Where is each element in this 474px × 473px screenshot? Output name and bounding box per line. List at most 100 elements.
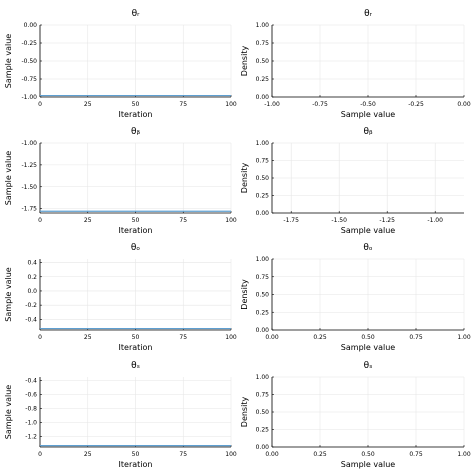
panel-title: θᵦ bbox=[131, 127, 141, 137]
panel-2: -1.00 -0.75 -0.50 -0.25 0.00 0.00 0.25 0.50 0.75… bbox=[240, 9, 471, 119]
y-axis-label: Density bbox=[240, 163, 249, 194]
x-tick-label: 0.75 bbox=[409, 334, 423, 341]
x-axis-label: Iteration bbox=[119, 460, 153, 469]
x-tick-label: 100 bbox=[225, 101, 237, 108]
y-axis-label: Sample value bbox=[4, 267, 13, 321]
x-tick-label: -1.00 bbox=[264, 101, 280, 108]
x-tick-label: -1.50 bbox=[331, 217, 347, 224]
x-tick-label: 0.25 bbox=[313, 451, 327, 458]
y-tick-label: -1.75 bbox=[21, 206, 37, 213]
panel-title: θₒ bbox=[363, 243, 373, 253]
y-tick-label: 0.00 bbox=[256, 444, 270, 451]
y-tick-label: -1.25 bbox=[21, 162, 37, 169]
x-tick-label: -0.50 bbox=[360, 101, 376, 108]
x-tick-label: 75 bbox=[179, 451, 187, 458]
x-tick-label: -1.75 bbox=[283, 217, 299, 224]
x-tick-label: 0.50 bbox=[361, 451, 375, 458]
y-tick-label: 0.25 bbox=[256, 309, 270, 316]
y-tick-label: 0.2 bbox=[27, 274, 37, 281]
y-tick-label: 1.00 bbox=[256, 22, 270, 29]
x-axis-label: Iteration bbox=[119, 226, 153, 235]
panel-title: θₛ bbox=[131, 361, 140, 371]
x-tick-label: 50 bbox=[132, 101, 140, 108]
y-tick-label: 1.00 bbox=[256, 256, 270, 263]
y-tick-label: 0.00 bbox=[24, 22, 38, 29]
y-tick-label: 0.75 bbox=[256, 158, 270, 165]
x-tick-label: 0.75 bbox=[409, 451, 423, 458]
y-tick-label: -0.6 bbox=[25, 392, 37, 399]
y-tick-label: -0.4 bbox=[25, 378, 37, 385]
x-tick-label: 1.00 bbox=[457, 451, 471, 458]
x-tick-label: -1.00 bbox=[427, 217, 443, 224]
x-tick-label: 50 bbox=[132, 334, 140, 341]
panel-4: -1.75 -1.50 -1.25 -1.00 0.00 0.25 0.50 0.75 1.00… bbox=[240, 127, 464, 235]
x-tick-label: 0 bbox=[38, 451, 42, 458]
y-tick-label: 0.0 bbox=[27, 288, 37, 295]
x-tick-label: 25 bbox=[84, 217, 92, 224]
y-tick-label: -1.00 bbox=[21, 94, 37, 101]
x-tick-label: 100 bbox=[225, 334, 237, 341]
panel-3: 0 25 50 75 100 -1.75 -1.50 -1.25 -1.00 θᵦ Iteratio… bbox=[4, 127, 237, 235]
y-tick-label: -1.2 bbox=[25, 434, 37, 441]
x-tick-label: 50 bbox=[132, 217, 140, 224]
x-tick-label: 100 bbox=[225, 451, 237, 458]
x-tick-label: 0.00 bbox=[265, 334, 279, 341]
x-axis-label: Sample value bbox=[341, 226, 395, 235]
x-tick-label: 25 bbox=[84, 334, 92, 341]
panel-1: 0 25 50 75 100 -1.00 -0.75 -0.50 -0.25 0.00 θᵣ Iter… bbox=[4, 9, 237, 119]
panel-title: θₛ bbox=[364, 361, 373, 371]
x-tick-label: 25 bbox=[84, 101, 92, 108]
y-tick-label: 0.00 bbox=[256, 210, 270, 217]
panel-title: θᵣ bbox=[132, 9, 141, 19]
y-tick-label: 0.50 bbox=[256, 175, 270, 182]
y-tick-label: -1.0 bbox=[25, 420, 37, 427]
panel-title: θᵣ bbox=[364, 9, 373, 19]
panel-8: 0.00 0.25 0.50 0.75 1.00 0.00 0.25 0.50 0.75 1.00… bbox=[240, 361, 471, 469]
y-tick-label: -1.00 bbox=[21, 140, 37, 147]
x-tick-label: 0.50 bbox=[361, 334, 375, 341]
x-tick-label: 75 bbox=[179, 101, 187, 108]
y-tick-label: 1.00 bbox=[256, 140, 270, 147]
y-tick-label: -0.50 bbox=[21, 58, 37, 65]
x-tick-label: -0.25 bbox=[408, 101, 424, 108]
y-tick-label: -0.4 bbox=[25, 316, 37, 323]
x-axis-label: Sample value bbox=[341, 343, 395, 352]
y-tick-label: 0.25 bbox=[256, 193, 270, 200]
y-axis-label: Sample value bbox=[4, 151, 13, 205]
y-axis-label: Sample value bbox=[4, 34, 13, 88]
y-tick-label: 1.00 bbox=[256, 374, 270, 381]
y-tick-label: 0.00 bbox=[256, 94, 270, 101]
x-axis-label: Sample value bbox=[341, 460, 395, 469]
y-tick-label: 0.25 bbox=[256, 76, 270, 83]
y-axis-label: Density bbox=[240, 279, 249, 310]
x-tick-label: 0.25 bbox=[313, 334, 327, 341]
x-tick-label: 0 bbox=[38, 101, 42, 108]
y-tick-label: 0.75 bbox=[256, 274, 270, 281]
x-tick-label: 1.00 bbox=[457, 334, 471, 341]
y-tick-label: -0.25 bbox=[21, 40, 37, 47]
y-tick-label: 0.4 bbox=[27, 260, 37, 267]
y-tick-label: 0.50 bbox=[256, 409, 270, 416]
x-tick-label: -0.75 bbox=[312, 101, 328, 108]
x-tick-label: 0.00 bbox=[457, 101, 471, 108]
y-tick-label: -0.75 bbox=[21, 76, 37, 83]
x-tick-label: -1.25 bbox=[379, 217, 395, 224]
y-axis-label: Sample value bbox=[4, 385, 13, 439]
y-tick-label: -1.50 bbox=[21, 184, 37, 191]
y-tick-label: 0.50 bbox=[256, 292, 270, 299]
y-tick-label: 0.50 bbox=[256, 58, 270, 65]
y-tick-label: 0.25 bbox=[256, 427, 270, 434]
x-axis-label: Sample value bbox=[341, 110, 395, 119]
x-tick-label: 25 bbox=[84, 451, 92, 458]
x-tick-label: 75 bbox=[179, 217, 187, 224]
y-tick-label: 0.75 bbox=[256, 392, 270, 399]
x-tick-label: 0 bbox=[38, 334, 42, 341]
panel-5: 0 25 50 75 100 -0.4 -0.2 0.0 0.2 0.4 θₒ Iteration Sa… bbox=[4, 243, 237, 352]
x-axis-label: Iteration bbox=[119, 110, 153, 119]
x-tick-label: 75 bbox=[179, 334, 187, 341]
y-tick-label: 0.75 bbox=[256, 40, 270, 47]
panel-title: θᵦ bbox=[363, 127, 373, 137]
y-tick-label: -0.2 bbox=[25, 302, 37, 309]
panel-6: 0.00 0.25 0.50 0.75 1.00 0.00 0.25 0.50 0.75 1.00… bbox=[240, 243, 471, 352]
x-tick-label: 0.00 bbox=[265, 451, 279, 458]
